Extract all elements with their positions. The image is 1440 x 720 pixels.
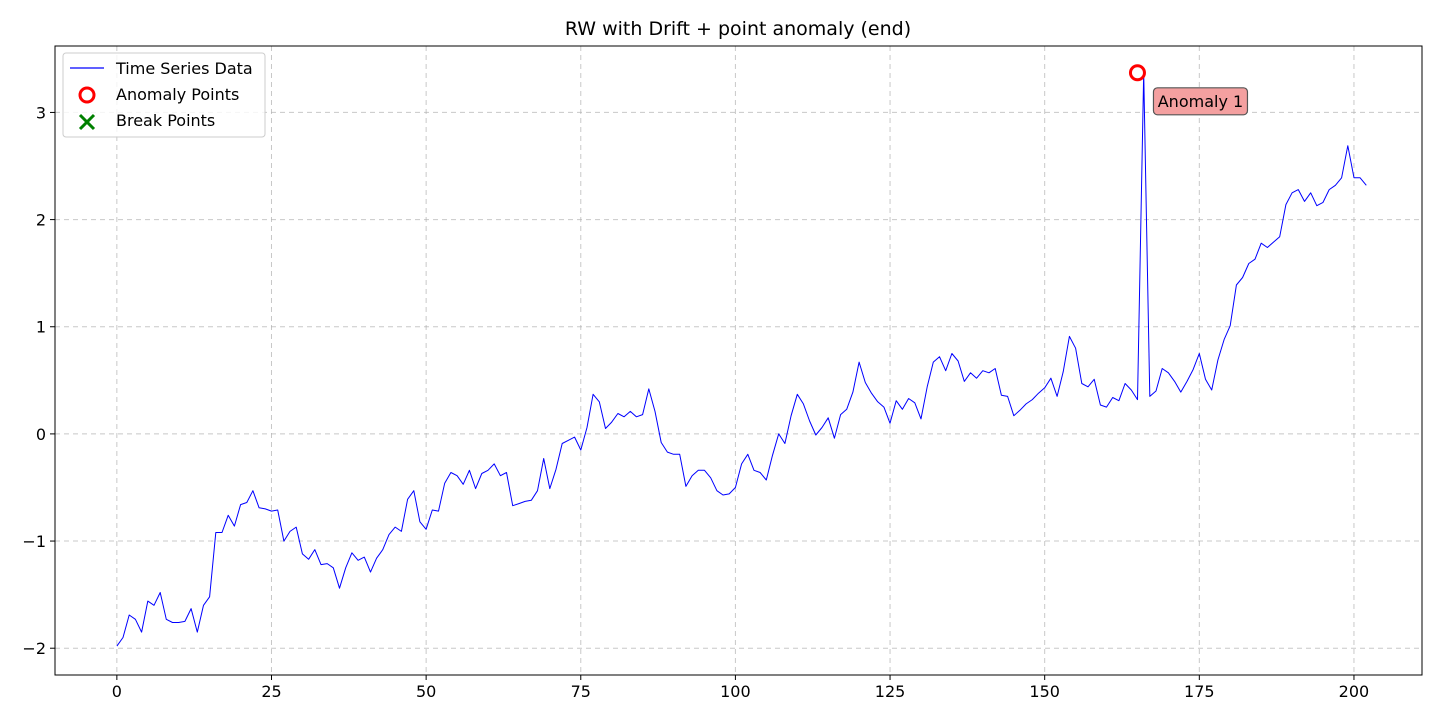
legend-label-break: Break Points [116, 111, 215, 130]
y-tick-label: 3 [36, 103, 46, 122]
x-tick-label: 150 [1029, 682, 1060, 701]
x-tick-label: 50 [416, 682, 436, 701]
x-tick-label: 25 [261, 682, 281, 701]
legend-label-series: Time Series Data [115, 59, 253, 78]
legend-box [62, 52, 266, 138]
plot-frame [54, 45, 1423, 676]
series-layer [116, 64, 1367, 647]
anomaly-point-marker [1128, 64, 1146, 82]
y-tick-label: 1 [36, 318, 46, 337]
x-tick-label: 125 [875, 682, 906, 701]
y-tick-label: 0 [36, 425, 46, 444]
y-tick-label: −1 [22, 532, 46, 551]
y-tick-label: 2 [36, 211, 46, 230]
x-tick-label: 75 [571, 682, 591, 701]
x-tick-label: 200 [1339, 682, 1370, 701]
x-tick-label: 100 [720, 682, 751, 701]
x-tick-label: 0 [112, 682, 122, 701]
legend-break-marker [78, 113, 96, 131]
annotation-box [1152, 87, 1249, 116]
series-line-time-series-data [116, 72, 1367, 647]
tick-layer: 0 25 50 75 100 125 150 175 200 −2 −1 0 1 2 3 [22, 103, 1369, 701]
annotation-layer: Anomaly 1 [1152, 87, 1249, 116]
y-tick-label: −2 [22, 639, 46, 658]
x-tick-label: 175 [1184, 682, 1215, 701]
annotation-label: Anomaly 1 [1158, 92, 1243, 111]
legend-label-anomaly: Anomaly Points [116, 85, 239, 104]
legend-anomaly-marker [78, 86, 96, 104]
grid-layer [55, 46, 1422, 675]
chart-title: RW with Drift + point anomaly (end) [565, 18, 911, 40]
legend: Time Series Data Anomaly Points Break Po… [62, 52, 266, 138]
